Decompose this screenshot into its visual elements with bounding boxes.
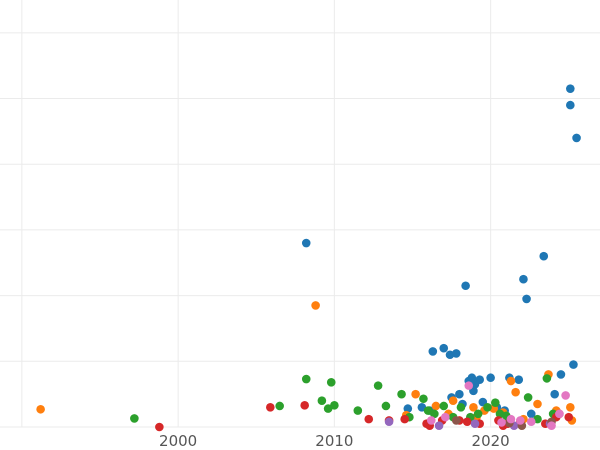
data-point <box>550 389 559 399</box>
data-point <box>275 401 284 411</box>
data-point <box>426 416 436 425</box>
data-point <box>566 84 575 93</box>
data-point <box>403 404 413 413</box>
data-point <box>506 376 516 386</box>
x-axis-ticks: 2000 2010 2020 <box>159 432 510 450</box>
data-point <box>439 343 449 353</box>
data-point <box>539 251 549 261</box>
data-point <box>419 394 428 404</box>
data-point <box>330 401 339 410</box>
data-point <box>301 374 311 384</box>
data-point <box>451 416 461 425</box>
x-tick-label: 2000 <box>159 432 197 450</box>
data-point <box>564 412 574 422</box>
data-point <box>464 381 474 390</box>
data-point <box>400 414 409 424</box>
data-point <box>542 374 552 383</box>
data-point <box>130 414 139 423</box>
data-point <box>519 274 528 284</box>
data-points <box>36 84 581 432</box>
data-point <box>556 370 566 379</box>
data-point <box>486 373 495 383</box>
data-point <box>301 238 311 248</box>
x-tick-label: 2010 <box>315 432 353 450</box>
data-point <box>461 281 470 291</box>
data-point <box>462 417 472 427</box>
data-point <box>384 417 394 427</box>
data-point <box>511 387 520 397</box>
data-point <box>300 401 309 410</box>
data-point <box>311 301 320 310</box>
data-point <box>569 360 578 369</box>
data-point <box>523 393 533 402</box>
data-point <box>456 402 466 412</box>
data-point <box>483 402 492 412</box>
data-point <box>555 409 564 419</box>
x-tick-label: 2020 <box>472 432 510 450</box>
data-point <box>547 421 556 430</box>
data-point <box>506 414 516 424</box>
data-point <box>364 414 374 424</box>
data-point <box>561 391 570 400</box>
data-point <box>373 381 383 390</box>
data-point <box>469 402 478 412</box>
data-point <box>566 100 575 110</box>
data-point <box>514 375 524 385</box>
data-point <box>326 378 336 387</box>
data-point <box>428 347 438 356</box>
data-point <box>381 401 391 411</box>
data-point <box>526 409 536 419</box>
grid <box>0 0 600 428</box>
data-point <box>451 349 461 358</box>
data-point <box>434 421 444 430</box>
data-point <box>526 417 536 427</box>
data-point <box>411 389 420 399</box>
data-point <box>491 398 500 407</box>
data-point <box>516 416 525 425</box>
data-point <box>448 396 458 406</box>
data-point <box>566 402 575 412</box>
data-point <box>36 404 45 414</box>
data-point <box>467 373 477 383</box>
data-point <box>572 133 581 143</box>
data-point <box>317 396 327 406</box>
data-point <box>522 294 531 304</box>
data-point <box>455 389 464 399</box>
data-point <box>533 399 542 409</box>
data-point <box>431 401 441 411</box>
data-point <box>155 422 164 432</box>
data-point <box>266 402 275 412</box>
data-point <box>473 409 483 419</box>
data-point <box>397 389 406 399</box>
data-point <box>439 401 449 411</box>
data-point <box>353 406 363 415</box>
data-point <box>497 418 506 427</box>
data-point <box>441 412 450 422</box>
data-point <box>430 409 439 419</box>
data-point <box>470 419 480 429</box>
